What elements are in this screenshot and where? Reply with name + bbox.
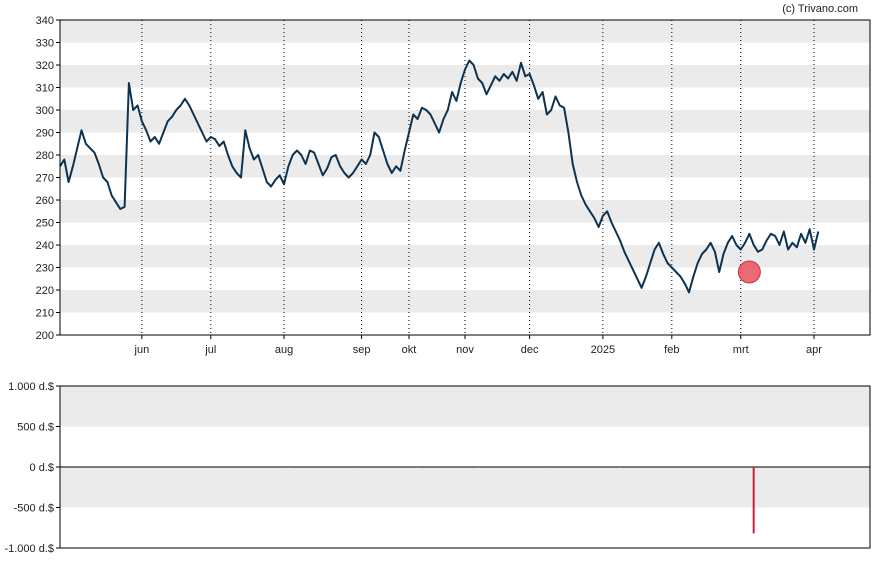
y-tick-label: 280 [36,150,54,162]
volume-y-tick-label: -1.000 d.$ [4,543,54,555]
y-tick-label: 290 [36,128,54,140]
price-grid-band [60,200,870,223]
volume-y-tick-label: 1.000 d.$ [8,381,54,393]
price-y-axis-ticks: 200 210 220 230 240 250 260 270 280 290 300 310 320 3… [36,15,60,342]
volume-bars [287,467,755,534]
price-x-axis-ticks: jun jul aug sep okt nov dec 2025 feb mrt apr [134,335,822,356]
credit-text: (c) Trivano.com [782,3,858,15]
x-tick-label: 2025 [591,344,615,356]
y-tick-label: 270 [36,173,54,185]
x-tick-label: jul [204,344,216,356]
x-tick-label: sep [353,344,371,356]
y-tick-label: 230 [36,263,54,275]
y-tick-label: 310 [36,83,54,95]
x-tick-label: okt [402,344,417,356]
volume-grid-band [60,467,870,508]
volume-y-tick-label: 0 d.$ [30,462,54,474]
price-series-line [59,59,820,294]
x-tick-label: aug [275,344,293,356]
volume-y-axis-ticks: 1.000 d.$ 500 d.$ 0 d.$ -500 d.$ -1.000 d.$ [4,381,60,555]
x-tick-label: feb [664,344,679,356]
y-tick-label: 200 [36,330,54,342]
y-tick-label: 220 [36,285,54,297]
price-grid-band [60,110,870,133]
y-tick-label: 330 [36,38,54,50]
y-tick-label: 240 [36,240,54,252]
x-tick-label: nov [456,344,474,356]
y-tick-label: 300 [36,105,54,117]
price-plot-frame [59,19,871,336]
volume-grid-bands [60,386,870,508]
y-tick-label: 210 [36,308,54,320]
price-grid-band [60,20,870,43]
volume-y-tick-label: 500 d.$ [17,422,54,434]
volume-y-tick-label: -500 d.$ [14,503,54,515]
y-tick-label: 250 [36,218,54,230]
price-grid-band [60,290,870,313]
x-tick-label: apr [806,344,822,356]
x-tick-label: mrt [733,344,749,356]
x-tick-label: jun [134,344,150,356]
y-tick-label: 340 [36,15,54,27]
y-tick-label: 320 [36,60,54,72]
y-tick-label: 260 [36,195,54,207]
volume-grid-band [60,386,870,427]
volume-chart: 1.000 d.$ 500 d.$ 0 d.$ -500 d.$ -1.000 d.$ [4,381,871,555]
highlight-marker [737,260,761,284]
price-grid-band [60,155,870,178]
price-chart: 200 210 220 230 240 250 260 270 280 290 300 310 320 3… [36,15,871,356]
volume-plot-frame [59,385,871,549]
x-tick-label: dec [521,344,539,356]
